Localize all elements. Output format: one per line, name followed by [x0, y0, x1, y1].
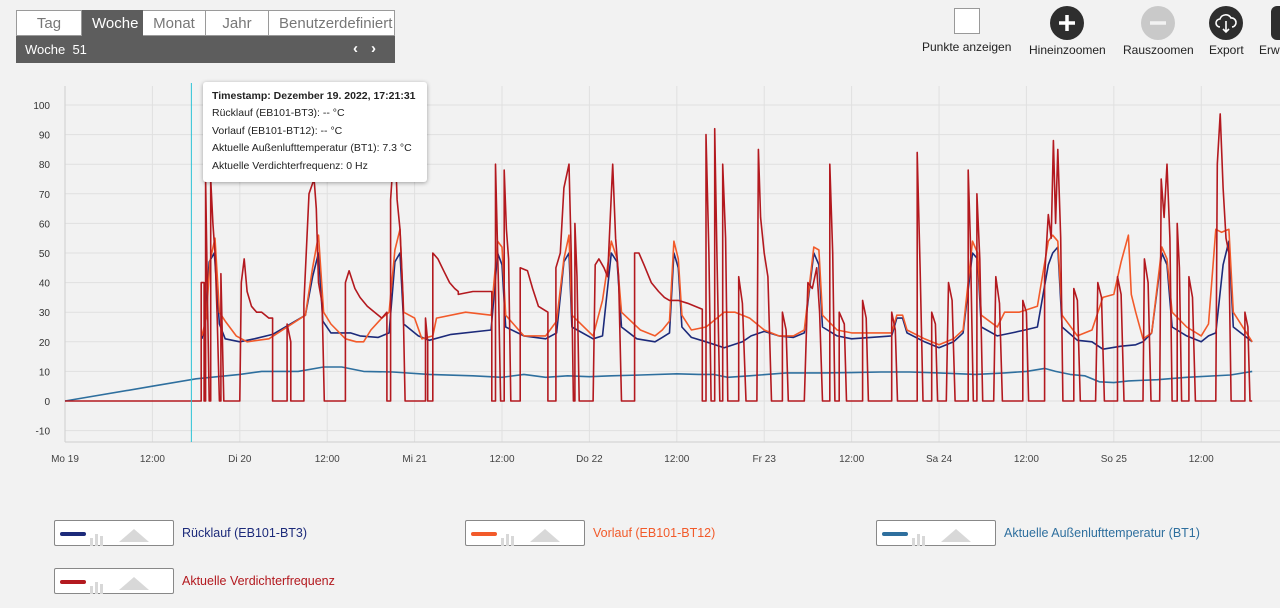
- y-tick-label: 100: [33, 101, 50, 112]
- y-tick-label: 80: [39, 160, 51, 171]
- y-tick-label: 40: [39, 279, 51, 290]
- x-tick-label: 12:00: [664, 454, 689, 465]
- y-tick-label: -10: [36, 427, 51, 438]
- x-tick-label: Sa 24: [926, 454, 953, 465]
- x-tick-label: Mi 21: [402, 454, 427, 465]
- series-line-0: [201, 240, 1253, 350]
- legend-toggle[interactable]: [876, 520, 996, 546]
- line-chart: -10 0 10 20 30 40 50 60 70 80 90 100 Mo 19 12:00 Di 20…: [33, 83, 1280, 465]
- legend-item-ruecklauf[interactable]: Rücklauf (EB101-BT3): [54, 519, 307, 547]
- tab-woche[interactable]: Woche: [82, 10, 143, 36]
- y-tick-label: 10: [39, 367, 51, 378]
- legend-swatch: [60, 580, 86, 584]
- show-points-label: Punkte anzeigen: [922, 40, 1012, 54]
- tab-monat[interactable]: Monat: [143, 10, 206, 36]
- period-tabs: Tag Woche Monat Jahr Benutzerdefiniert: [16, 10, 395, 36]
- cloud-download-icon[interactable]: [1209, 6, 1244, 40]
- zoom-in-button[interactable]: Hineinzoomen: [1029, 6, 1106, 57]
- legend-swatch: [60, 532, 86, 536]
- legend-swatch: [471, 532, 497, 536]
- y-tick-label: 60: [39, 219, 51, 230]
- period-navigator: Woche 51 ‹ ›: [16, 36, 395, 63]
- legend-toggle[interactable]: [54, 520, 174, 546]
- tooltip-timestamp: Timestamp: Dezember 19. 2022, 17:21:31: [212, 90, 416, 102]
- x-tick-label: 12:00: [489, 454, 514, 465]
- y-tick-label: 20: [39, 338, 51, 349]
- tab-tag[interactable]: Tag: [16, 10, 82, 36]
- area-icon: [941, 529, 971, 542]
- legend-label[interactable]: Aktuelle Außenlufttemperatur (BT1): [1004, 526, 1200, 540]
- tooltip-line: Aktuelle Verdichterfrequenz: 0 Hz: [212, 159, 368, 172]
- y-tick-label: 70: [39, 190, 51, 201]
- x-tick-label: Mo 19: [51, 454, 79, 465]
- y-tick-label: 50: [39, 249, 51, 260]
- y-tick-label: 90: [39, 131, 51, 142]
- bar-icon: [912, 528, 927, 546]
- x-tick-label: Fr 23: [753, 454, 777, 465]
- expand-label: Erw: [1259, 43, 1280, 57]
- period-label: Woche 51: [25, 42, 87, 57]
- show-points-toggle[interactable]: Punkte anzeigen: [922, 6, 1011, 54]
- x-tick-label: 12:00: [1189, 454, 1214, 465]
- x-tick-label: 12:00: [315, 454, 340, 465]
- zoom-in-label: Hineinzoomen: [1029, 43, 1106, 57]
- bar-icon: [501, 528, 516, 546]
- x-tick-label: Do 22: [576, 454, 603, 465]
- legend-toggle[interactable]: [54, 568, 174, 594]
- tooltip-line: Rücklauf (EB101-BT3): -- °C: [212, 107, 345, 120]
- bar-icon: [90, 528, 105, 546]
- x-tick-label: 12:00: [1014, 454, 1039, 465]
- zoom-out-button[interactable]: Rauszoomen: [1123, 6, 1194, 57]
- legend-label[interactable]: Aktuelle Verdichterfrequenz: [182, 574, 335, 588]
- area-icon: [119, 529, 149, 542]
- x-tick-label: 12:00: [839, 454, 864, 465]
- legend-toggle[interactable]: [465, 520, 585, 546]
- minus-icon[interactable]: [1141, 6, 1176, 40]
- area-icon: [119, 577, 149, 590]
- legend-item-vorlauf[interactable]: Vorlauf (EB101-BT12): [465, 519, 715, 547]
- legend-label[interactable]: Rücklauf (EB101-BT3): [182, 526, 308, 540]
- tab-jahr[interactable]: Jahr: [206, 10, 269, 36]
- export-label: Export: [1209, 43, 1244, 57]
- x-tick-label: So 25: [1101, 454, 1128, 465]
- area-icon: [530, 529, 560, 542]
- checkbox-icon[interactable]: [953, 8, 980, 34]
- zoom-out-label: Rauszoomen: [1123, 43, 1194, 57]
- export-button[interactable]: Export: [1209, 6, 1244, 57]
- expand-button[interactable]: Erw: [1259, 6, 1280, 57]
- x-tick-label: 12:00: [140, 454, 165, 465]
- legend-item-aussentemperatur[interactable]: Aktuelle Außenlufttemperatur (BT1): [876, 519, 1200, 547]
- tooltip-line: Aktuelle Außenlufttemperatur (BT1): 7.3 …: [212, 142, 412, 155]
- tab-benutzerdefiniert[interactable]: Benutzerdefiniert: [269, 10, 395, 36]
- next-period-button[interactable]: ›: [371, 40, 376, 57]
- x-tick-label: Di 20: [228, 454, 252, 465]
- plus-icon[interactable]: [1050, 6, 1085, 40]
- expand-icon[interactable]: [1271, 6, 1280, 40]
- bar-icon: [90, 576, 105, 594]
- prev-period-button[interactable]: ‹: [353, 40, 358, 57]
- tooltip-line: Vorlauf (EB101-BT12): -- °C: [212, 124, 343, 137]
- legend-label[interactable]: Vorlauf (EB101-BT12): [593, 526, 716, 540]
- legend-item-verdichterfrequenz[interactable]: Aktuelle Verdichterfrequenz: [54, 567, 335, 595]
- y-tick-label: 0: [44, 397, 50, 408]
- series-line-3: [65, 113, 1253, 402]
- legend-swatch: [882, 532, 908, 536]
- y-tick-label: 30: [39, 308, 51, 319]
- chart-tooltip: Timestamp: Dezember 19. 2022, 17:21:31 R…: [203, 82, 427, 182]
